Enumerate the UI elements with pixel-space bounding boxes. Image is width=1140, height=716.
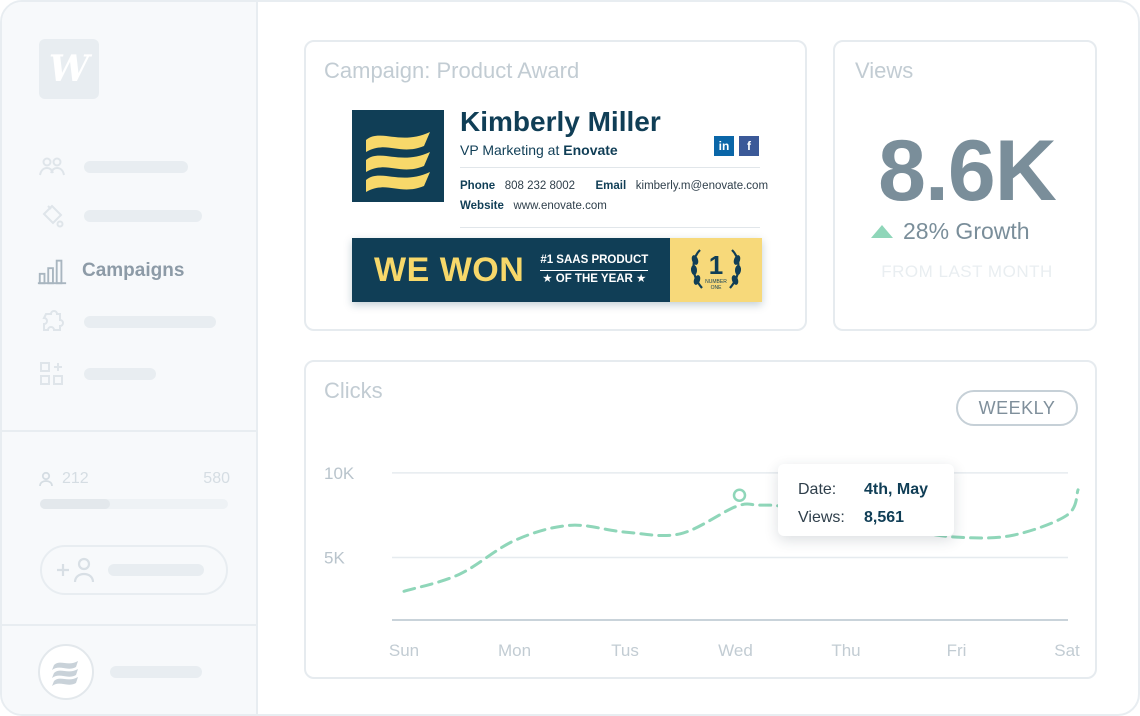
nav-placeholder: [84, 161, 188, 173]
badge-text-2: ONE: [711, 285, 723, 291]
phone-label: Phone: [460, 180, 496, 192]
views-value: 8.6K: [878, 123, 1057, 219]
views-title: Views: [855, 58, 914, 83]
x-tick-label: Fri: [947, 641, 967, 660]
award-banner[interactable]: WE WON #1 SAAS PRODUCT ★ OF THE YEAR ★: [352, 238, 762, 302]
facebook-icon[interactable]: f: [739, 136, 759, 156]
sidebar-divider: [2, 430, 258, 432]
puzzle-icon: [36, 306, 68, 338]
growth-indicator: 28% Growth: [871, 218, 1030, 245]
bar-chart-icon: [36, 255, 68, 287]
nav-placeholder: [84, 210, 202, 222]
x-tick-label: Tus: [611, 641, 639, 660]
signature-divider: [460, 227, 760, 228]
sidebar-item-campaigns[interactable]: Campaigns: [36, 254, 184, 288]
sidebar-item-integrations[interactable]: [36, 305, 216, 339]
highlight-point: [732, 488, 747, 502]
paint-bucket-icon: [36, 200, 68, 232]
chart-tooltip: Date: 4th, May Views: 8,561: [778, 464, 954, 536]
laurel-wreath-icon: 1 NUMBER ONE: [690, 249, 742, 291]
user-icon: [39, 471, 53, 487]
arrow-up-icon: [871, 225, 893, 238]
campaign-card: Campaign: Product Award Kimberly Miller …: [304, 40, 807, 331]
user-count: 212: [62, 470, 89, 487]
views-card: Views 8.6K 28% Growth FROM LAST MONTH: [833, 40, 1097, 331]
signature-role: VP Marketing at Enovate: [460, 142, 618, 158]
signature-role-prefix: VP Marketing at: [460, 142, 564, 158]
sidebar: W Campa: [2, 2, 258, 714]
facebook-label: f: [747, 139, 751, 153]
growth-text: 28% Growth: [903, 218, 1030, 244]
clicks-title: Clicks: [324, 378, 383, 403]
user-limit: 580: [203, 470, 230, 487]
logo-letter: W: [48, 48, 90, 90]
signature-phone-email: Phone 808 232 8002 Email kimberly.m@enov…: [460, 180, 768, 192]
x-tick-label: Thu: [831, 641, 860, 660]
nav-placeholder: [84, 368, 156, 380]
sidebar-item-apps[interactable]: [36, 357, 156, 391]
clicks-line-chart: 10K 5K Sun Mon Tus Wed Thu Fri Sat: [324, 464, 1080, 660]
email-label: Email: [595, 180, 627, 192]
team-icon: [36, 151, 68, 183]
linkedin-icon[interactable]: in: [714, 136, 734, 156]
y-tick-label: 10K: [324, 464, 355, 483]
sidebar-divider: [2, 624, 258, 626]
banner-headline: WE WON: [374, 250, 525, 289]
campaign-title: Campaign: Product Award: [324, 58, 580, 83]
clicks-series-line: [402, 488, 1080, 593]
clicks-card: Clicks WEEKLY 10K 5K Sun Mon Tus Wed Thu Fri Sat…: [304, 360, 1097, 679]
wave-logo-icon: [366, 132, 430, 192]
company-logo: [352, 110, 444, 202]
phone-value: 808 232 8002: [504, 180, 576, 192]
nav-placeholder: [84, 316, 216, 328]
award-badge: 1 NUMBER ONE: [670, 238, 762, 302]
website-label: Website: [460, 200, 504, 212]
signature-divider: [460, 167, 760, 168]
signature-company: Enovate: [563, 142, 618, 158]
wave-logo-icon: [52, 661, 78, 686]
sidebar-item-label: Campaigns: [82, 260, 185, 281]
x-tick-label: Mon: [498, 641, 531, 660]
y-tick-label: 5K: [324, 548, 345, 567]
email-value: kimberly.m@enovate.com: [635, 180, 769, 192]
weekly-range-button[interactable]: WEEKLY: [956, 390, 1078, 426]
signature-website: Website www.enovate.com: [460, 200, 607, 212]
account-profile[interactable]: [38, 644, 202, 700]
user-progress-fill: [40, 499, 110, 509]
add-user-icon: [57, 557, 95, 583]
tooltip-views-value: 8,561: [864, 509, 905, 526]
website-value: www.enovate.com: [513, 200, 607, 212]
add-apps-icon: [36, 358, 68, 390]
x-tick-label: Sun: [389, 641, 419, 660]
sidebar-item-design[interactable]: [36, 199, 202, 233]
views-subtitle: FROM LAST MONTH: [881, 262, 1053, 281]
button-placeholder: [108, 564, 204, 576]
banner-line-2: ★ OF THE YEAR ★: [542, 273, 647, 285]
tooltip-views-label: Views:: [798, 509, 845, 526]
tooltip-date-value: 4th, May: [864, 481, 929, 498]
sidebar-item-team[interactable]: [36, 150, 188, 184]
banner-subtitle: #1 SAAS PRODUCT ★ OF THE YEAR ★: [540, 252, 649, 288]
tooltip-date-label: Date:: [798, 481, 837, 498]
user-count-row: 212 580: [38, 470, 230, 488]
add-user-button[interactable]: [40, 545, 228, 595]
banner-line-1: #1 SAAS PRODUCT: [540, 252, 649, 271]
signature-name: Kimberly Miller: [460, 106, 661, 137]
badge-number: 1: [709, 250, 723, 280]
profile-placeholder: [110, 666, 202, 678]
avatar: [38, 644, 94, 700]
x-tick-label: Wed: [718, 641, 753, 660]
badge-text-1: NUMBER: [705, 279, 727, 285]
app-logo[interactable]: W: [39, 39, 99, 99]
linkedin-label: in: [718, 139, 730, 153]
user-progress-bar: [40, 499, 228, 509]
x-tick-label: Sat: [1054, 641, 1080, 660]
